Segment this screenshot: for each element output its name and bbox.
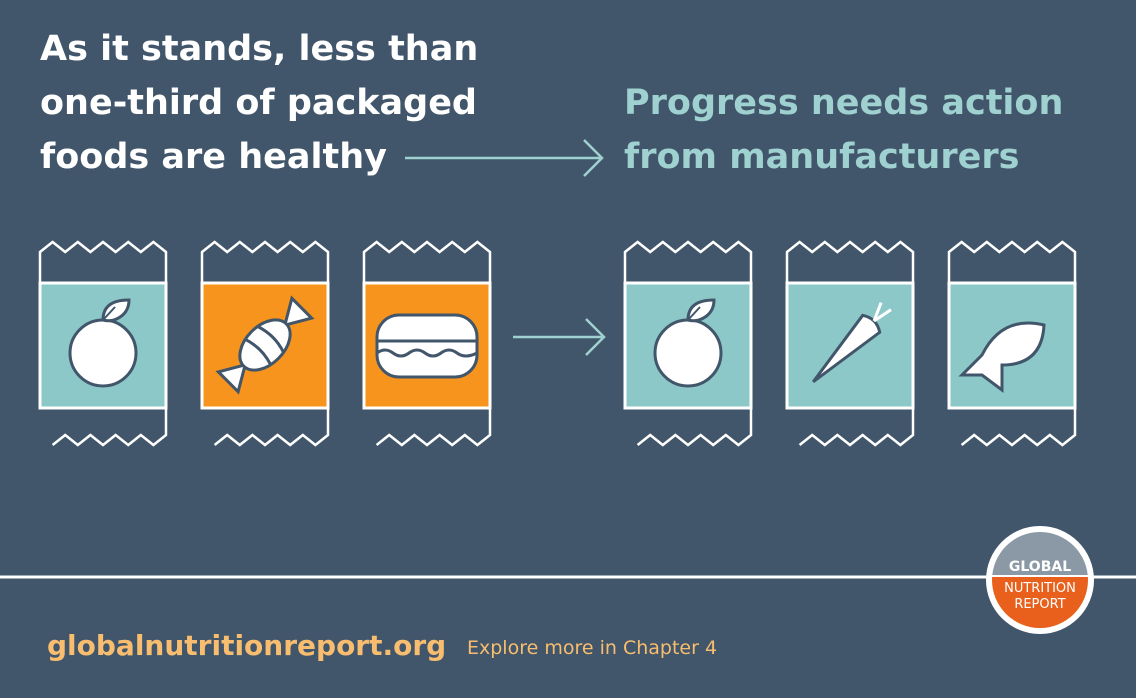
icon-tops: [872, 302, 892, 323]
package: [200, 240, 330, 447]
headline-line: foods are healthy: [40, 137, 387, 177]
goal-line: from manufacturers: [624, 137, 1019, 177]
icon-candy: [215, 295, 315, 395]
icon-sweet: [238, 318, 292, 372]
package-top: [38, 240, 168, 286]
arrow: [513, 318, 606, 356]
package-bottom: [949, 406, 1077, 447]
package: [623, 240, 753, 447]
icon-stem: [102, 306, 116, 321]
icon-leaf: [101, 298, 131, 323]
package-bottom: [202, 406, 330, 447]
logo-text: GLOBAL: [1009, 559, 1071, 575]
chapter-link[interactable]: Explore more in Chapter 4: [467, 637, 717, 659]
logo-text: NUTRITION: [1004, 581, 1076, 596]
packages: [38, 240, 1077, 447]
headline-line: one-third of packaged: [40, 83, 477, 123]
icon-filling: [376, 339, 478, 358]
icon-fish: [958, 321, 1046, 393]
website: globalnutritionreport.org: [47, 629, 446, 662]
icon-fruit: [68, 318, 138, 388]
package: [947, 240, 1077, 447]
package: [38, 240, 168, 447]
logo: GLOBAL NUTRITION REPORT: [986, 526, 1094, 634]
package-bottom: [40, 406, 168, 447]
package-bottom: [787, 406, 915, 447]
package-bottom: [625, 406, 753, 447]
icon-bun: [375, 313, 479, 379]
icon-fruit: [653, 318, 723, 388]
icon-leaf: [686, 298, 716, 323]
package: [362, 240, 492, 447]
headline-line: As it stands, less than: [40, 29, 478, 69]
package: [785, 240, 915, 447]
package-top: [200, 240, 330, 286]
package-top: [623, 240, 753, 286]
icon-stripes: [244, 325, 285, 366]
package-top: [362, 240, 492, 286]
package-top: [947, 240, 1077, 286]
icon-stem: [687, 306, 701, 321]
icon-wrapper: [215, 295, 315, 395]
arrow: [405, 139, 604, 177]
icon-carrot: [812, 302, 892, 383]
goal-line: Progress needs action: [624, 83, 1063, 123]
logo-text: REPORT: [1014, 597, 1065, 612]
package-top: [785, 240, 915, 286]
package-bottom: [364, 406, 492, 447]
